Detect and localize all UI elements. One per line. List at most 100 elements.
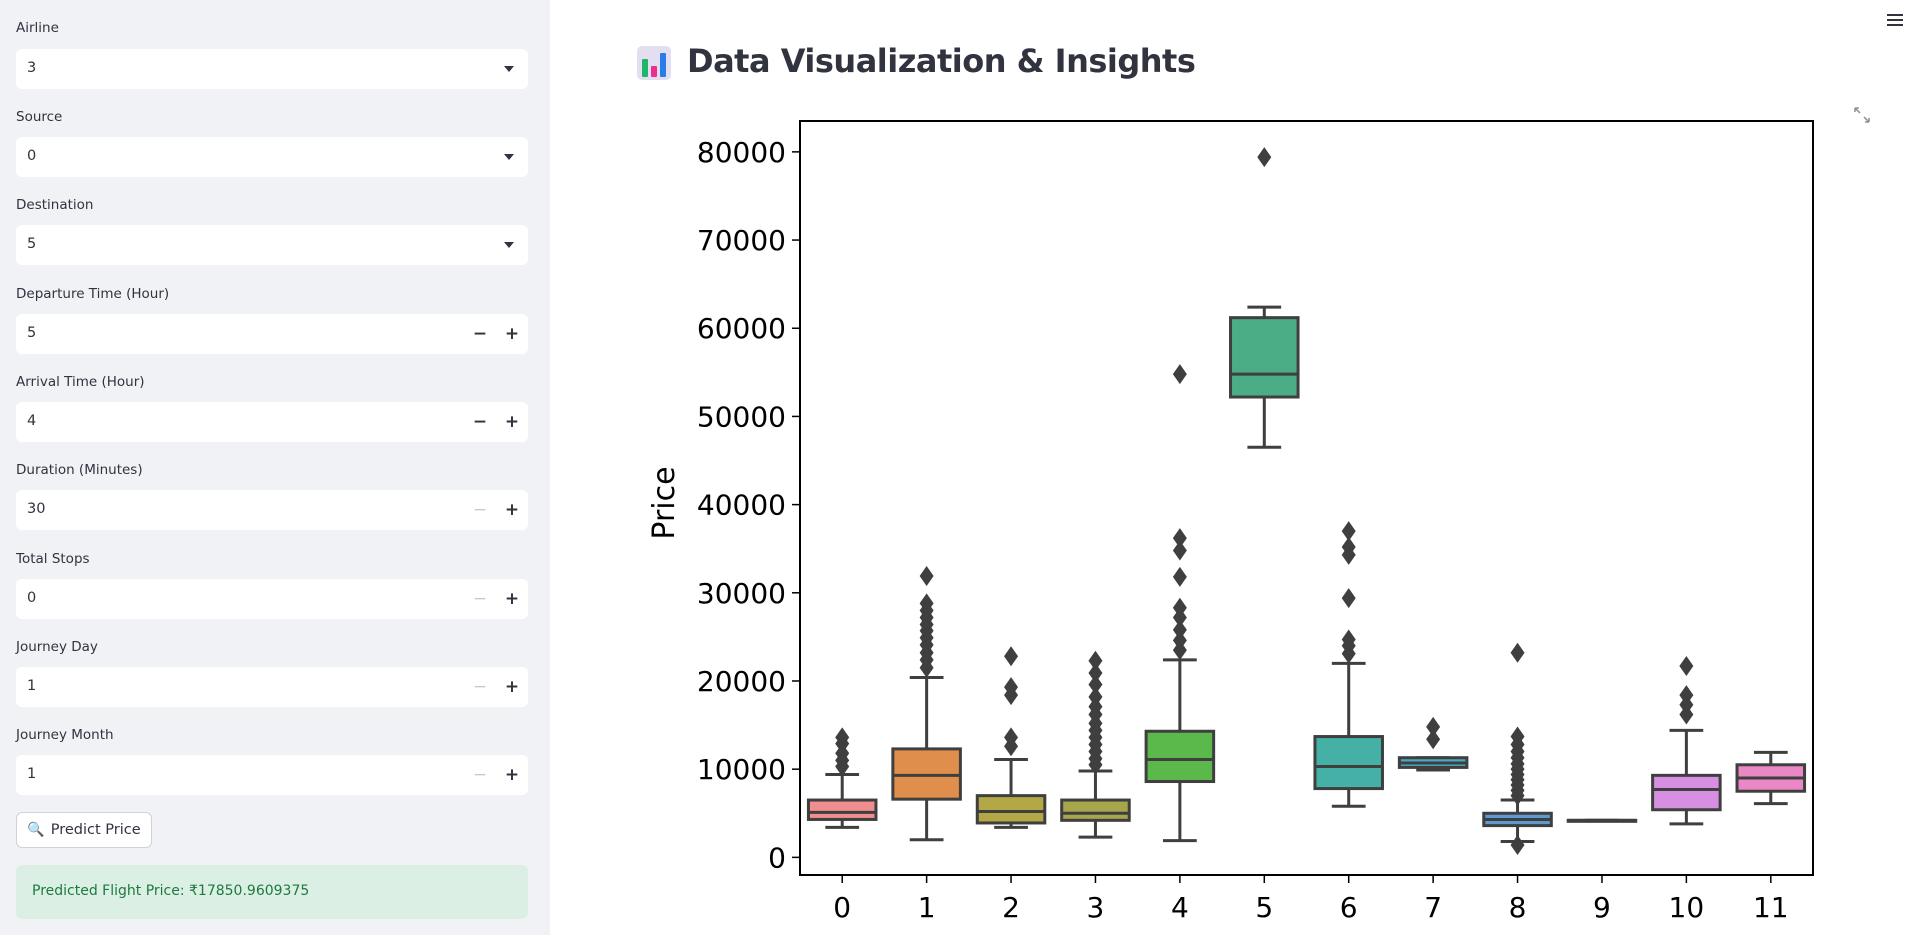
outlier-point — [919, 614, 934, 635]
box-body — [1060, 798, 1131, 822]
chevron-down-icon — [504, 242, 514, 248]
box-9 — [1566, 818, 1638, 823]
total-stops-input[interactable]: 0 − + — [16, 579, 528, 619]
outlier-point — [1510, 734, 1525, 755]
outlier-point — [835, 727, 850, 748]
y-tick-label: 60000 — [697, 312, 786, 345]
source-label: Source — [16, 109, 63, 125]
source-select[interactable]: 0 — [16, 137, 528, 177]
decrement-button[interactable]: − — [472, 412, 488, 432]
outlier-point — [1004, 727, 1019, 748]
decrement-button[interactable]: − — [472, 589, 488, 609]
outlier-point — [919, 634, 934, 655]
box-body — [1651, 773, 1722, 812]
decrement-button[interactable]: − — [472, 765, 488, 785]
outlier-point — [1510, 642, 1525, 663]
outlier-point — [1510, 780, 1525, 801]
increment-button[interactable]: + — [504, 412, 520, 432]
increment-button[interactable]: + — [504, 324, 520, 344]
arrival-time-label: Arrival Time (Hour) — [16, 374, 145, 390]
outlier-point — [1679, 704, 1694, 725]
fullscreen-expand-icon[interactable] — [1853, 106, 1871, 124]
prediction-result-alert: Predicted Flight Price: ₹17850.9609375 — [16, 865, 528, 919]
box-0 — [806, 727, 878, 829]
journey-month-value: 1 — [27, 766, 37, 782]
x-tick-label: 11 — [1753, 891, 1789, 924]
duration-label: Duration (Minutes) — [16, 462, 143, 478]
menu-icon[interactable] — [1887, 14, 1903, 26]
x-tick-label: 9 — [1593, 891, 1611, 924]
outlier-point — [1004, 736, 1019, 757]
y-tick-label: 40000 — [697, 489, 786, 522]
box-4 — [1144, 364, 1216, 843]
chevron-down-icon — [504, 66, 514, 72]
journey-month-input[interactable]: 1 − + — [16, 755, 528, 795]
y-tick-label: 70000 — [697, 224, 786, 257]
y-tick-label: 80000 — [697, 136, 786, 169]
departure-time-input[interactable]: 5 − + — [16, 314, 528, 354]
outlier-point — [1088, 727, 1103, 748]
x-tick-label: 2 — [1002, 891, 1020, 924]
plot-frame — [799, 120, 1814, 876]
outlier-point — [1510, 764, 1525, 785]
airline-select[interactable]: 3 — [16, 49, 528, 89]
outlier-point — [1679, 655, 1694, 676]
outlier-point — [1510, 741, 1525, 762]
journey-day-value: 1 — [27, 678, 37, 694]
outlier-point — [1088, 748, 1103, 769]
decrement-button[interactable]: − — [472, 677, 488, 697]
box-body — [1566, 818, 1638, 823]
outlier-point — [835, 743, 850, 764]
duration-input[interactable]: 30 − + — [16, 490, 528, 530]
outlier-point — [1341, 521, 1356, 542]
increment-button[interactable]: + — [504, 765, 520, 785]
y-tick-label: 10000 — [697, 753, 786, 786]
y-tick-label: 0 — [768, 841, 786, 874]
outlier-point — [1341, 643, 1356, 664]
outlier-point — [1004, 685, 1019, 706]
x-tick-label: 7 — [1424, 891, 1442, 924]
box-5 — [1229, 147, 1300, 449]
outlier-point — [1172, 528, 1187, 549]
outlier-point — [919, 642, 934, 663]
x-tick-label: 5 — [1255, 891, 1273, 924]
decrement-button[interactable]: − — [472, 324, 488, 344]
outlier-point — [1510, 726, 1525, 747]
outlier-point — [1510, 785, 1525, 806]
departure-time-value: 5 — [27, 325, 37, 341]
box-6 — [1313, 521, 1384, 808]
destination-select[interactable]: 5 — [16, 225, 528, 265]
box-11 — [1735, 750, 1807, 806]
outlier-point — [835, 750, 850, 771]
x-tick-label: 10 — [1669, 891, 1705, 924]
prediction-result-text: Predicted Flight Price: ₹17850.9609375 — [32, 883, 310, 899]
outlier-point — [1004, 677, 1019, 698]
box-body — [1313, 735, 1384, 791]
predict-price-label: Predict Price — [50, 822, 141, 838]
outlier-point — [1426, 729, 1441, 750]
outlier-point — [1172, 540, 1187, 561]
predict-price-button[interactable]: 🔍 Predict Price — [16, 812, 152, 848]
y-tick-label: 20000 — [697, 665, 786, 698]
outlier-point — [1172, 607, 1187, 628]
outlier-point — [1088, 663, 1103, 684]
box-body — [806, 798, 878, 821]
decrement-button[interactable]: − — [472, 500, 488, 520]
increment-button[interactable]: + — [504, 500, 520, 520]
outlier-point — [1341, 588, 1356, 609]
box-7 — [1397, 716, 1469, 772]
box-2 — [975, 646, 1047, 829]
outlier-point — [1257, 147, 1272, 168]
journey-day-label: Journey Day — [16, 639, 98, 655]
increment-button[interactable]: + — [504, 677, 520, 697]
bar-chart-icon — [637, 46, 671, 80]
increment-button[interactable]: + — [504, 589, 520, 609]
outlier-point — [1679, 685, 1694, 706]
source-value: 0 — [27, 148, 37, 164]
journey-day-input[interactable]: 1 − + — [16, 667, 528, 707]
outlier-point — [835, 756, 850, 777]
outlier-point — [1510, 835, 1525, 856]
destination-label: Destination — [16, 197, 94, 213]
outlier-point — [1510, 747, 1525, 768]
arrival-time-input[interactable]: 4 − + — [16, 402, 528, 442]
